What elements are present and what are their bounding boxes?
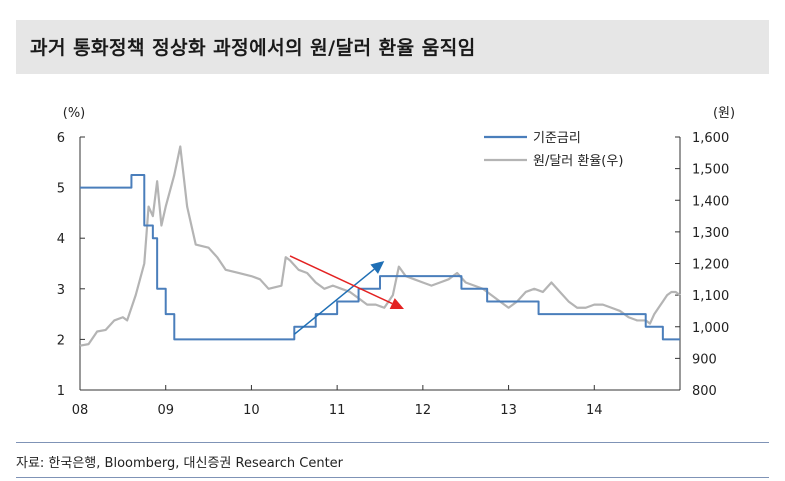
y-right-tick-label: 1,500 [692,163,729,178]
x-tick-label: 08 [72,403,89,418]
x-tick-label: 09 [157,403,174,418]
annotation-arrow-head [389,298,404,310]
y-left-tick-label: 1 [57,384,65,399]
x-tick-label: 12 [415,403,432,418]
y-left-tick-label: 3 [57,283,65,298]
chart-axes: 123456(%)8009001,0001,1001,2001,3001,400… [57,106,735,418]
footer-divider [16,442,769,443]
series-line-policy-rate [80,173,680,341]
y-left-tick-label: 4 [57,232,65,247]
chart-series-layer [79,145,681,347]
y-right-tick-label: 1,100 [692,289,729,304]
title-bar: 과거 통화정책 정상화 과정에서의 원/달러 환율 움직임 [16,20,769,74]
y-right-tick-label: 1,600 [692,131,729,146]
y-left-unit: (%) [63,106,86,121]
y-left-tick-label: 5 [57,182,65,197]
page-title: 과거 통화정책 정상화 과정에서의 원/달러 환율 움직임 [30,37,476,59]
x-tick-label: 10 [243,403,260,418]
y-right-tick-label: 900 [692,352,717,367]
legend-label: 원/달러 환율(우) [533,154,623,169]
source-note: 자료: 한국은행, Bloomberg, 대신증권 Research Cente… [16,456,344,471]
y-right-tick-label: 1,300 [692,226,729,241]
annotation-arrow-head [370,260,385,274]
y-right-tick-label: 1,200 [692,258,729,273]
legend-label: 기준금리 [533,131,581,146]
annotation-arrow-line [289,255,393,305]
y-right-tick-label: 1,000 [692,321,729,336]
y-right-unit: (원) [713,106,735,121]
bottom-divider [16,477,769,478]
y-left-tick-label: 2 [57,333,65,348]
x-tick-label: 11 [329,403,346,418]
series-line-fx [79,145,681,347]
y-right-tick-label: 1,400 [692,194,729,209]
x-tick-label: 14 [586,403,603,418]
y-right-tick-label: 800 [692,384,717,399]
y-left-tick-label: 6 [57,131,65,146]
chart-annotations [289,255,404,335]
x-tick-label: 13 [500,403,517,418]
annotation-arrow-line [293,268,375,335]
